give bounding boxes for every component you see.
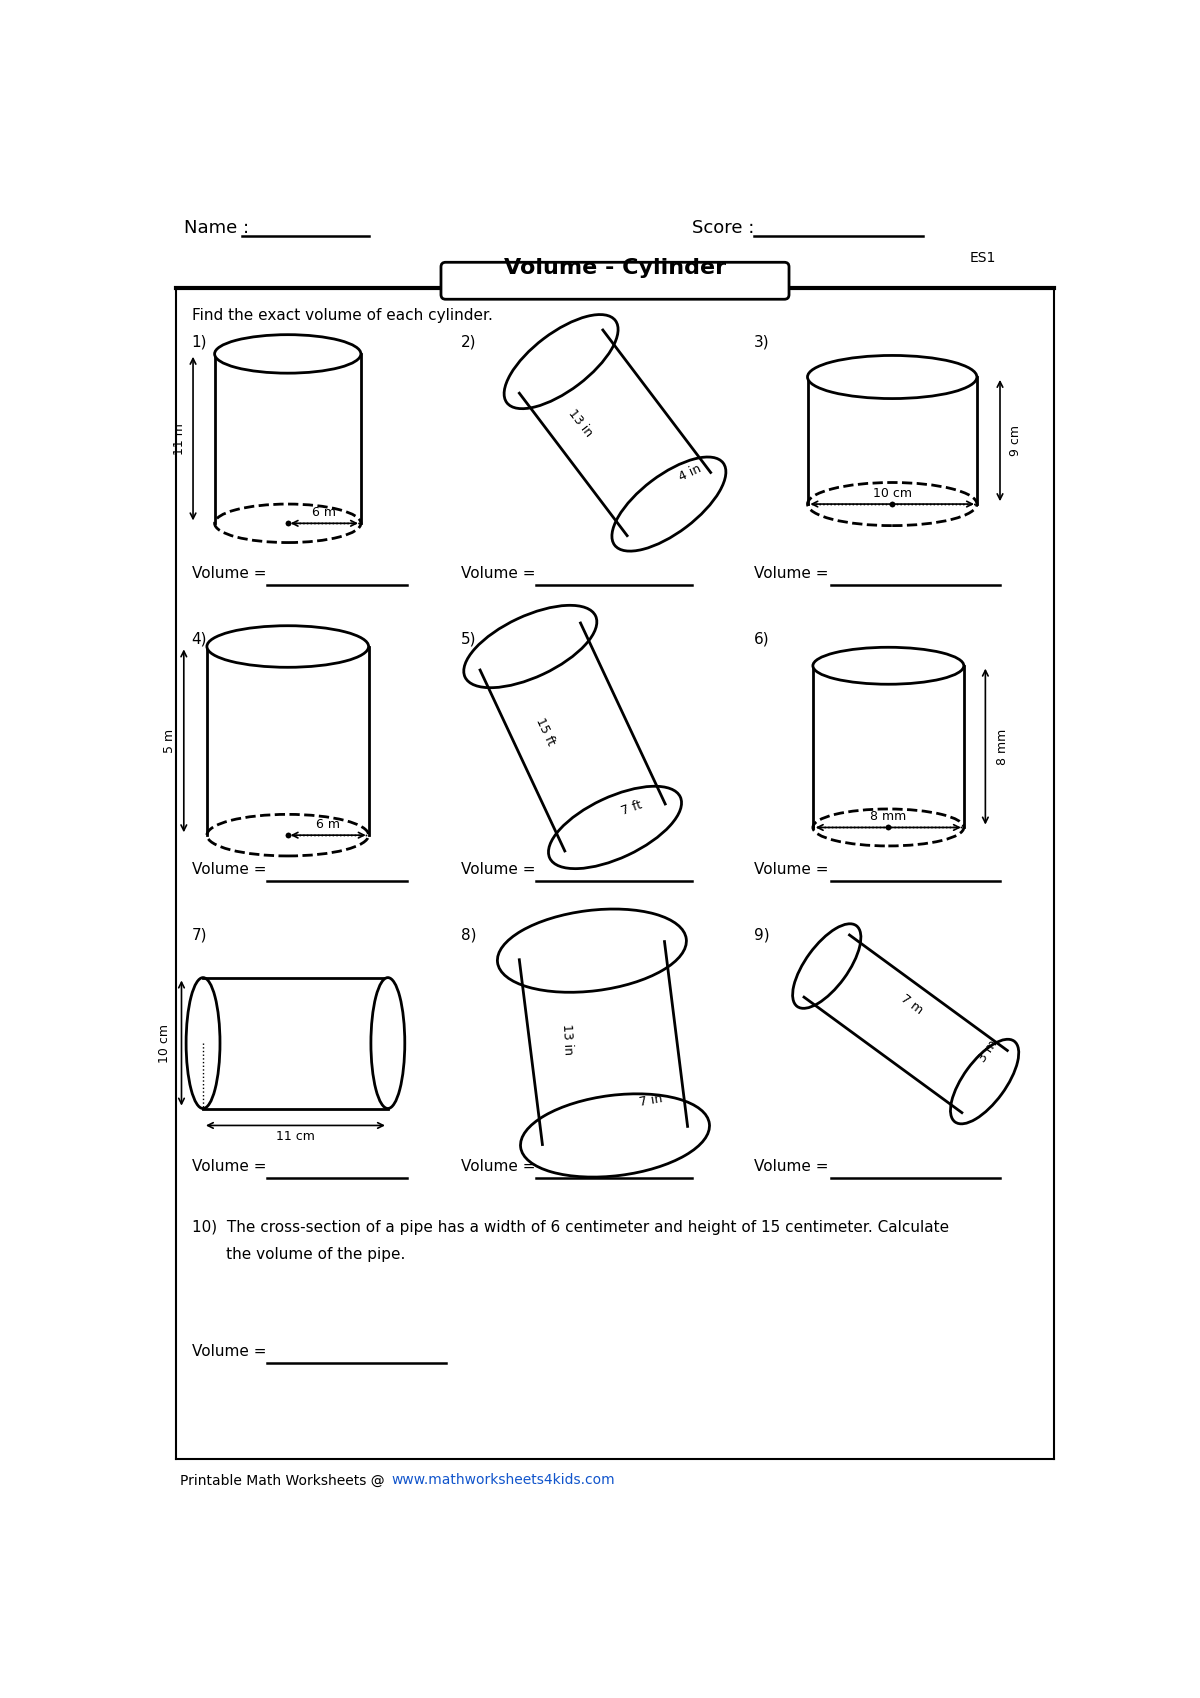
- Text: Volume =: Volume =: [754, 1158, 833, 1173]
- Text: Volume =: Volume =: [192, 863, 271, 878]
- Text: Volume - Cylinder: Volume - Cylinder: [504, 258, 726, 278]
- Text: 10 cm: 10 cm: [872, 487, 912, 499]
- Text: 6): 6): [754, 632, 769, 647]
- Text: 7 in: 7 in: [638, 1092, 664, 1109]
- Text: 7 ft: 7 ft: [619, 798, 644, 818]
- Text: Volume =: Volume =: [754, 565, 833, 581]
- Text: the volume of the pipe.: the volume of the pipe.: [192, 1248, 404, 1262]
- Text: 10)  The cross-section of a pipe has a width of 6 centimeter and height of 15 ce: 10) The cross-section of a pipe has a wi…: [192, 1221, 949, 1236]
- Text: www.mathworksheets4kids.com: www.mathworksheets4kids.com: [391, 1474, 616, 1487]
- Text: 11 cm: 11 cm: [276, 1129, 314, 1143]
- Text: 6 m: 6 m: [316, 818, 340, 830]
- Text: Volume =: Volume =: [754, 863, 833, 878]
- Text: 6 m: 6 m: [312, 506, 336, 520]
- Text: 10 cm: 10 cm: [158, 1024, 172, 1063]
- Text: Volume =: Volume =: [461, 1158, 540, 1173]
- Ellipse shape: [186, 978, 220, 1109]
- Text: Volume =: Volume =: [192, 1158, 271, 1173]
- Text: 7 m: 7 m: [898, 992, 925, 1017]
- Text: Volume =: Volume =: [192, 1343, 271, 1358]
- Text: 7): 7): [192, 927, 208, 942]
- Text: 8): 8): [461, 927, 476, 942]
- Ellipse shape: [206, 627, 368, 667]
- Text: 8 mm: 8 mm: [870, 810, 906, 824]
- Text: 2): 2): [461, 335, 476, 350]
- Text: 1): 1): [192, 335, 208, 350]
- Text: 13 in: 13 in: [560, 1024, 575, 1054]
- Text: 15 ft: 15 ft: [534, 715, 558, 747]
- Text: 3 m: 3 m: [976, 1037, 1000, 1065]
- Text: 4): 4): [192, 632, 208, 647]
- Text: Volume =: Volume =: [192, 565, 271, 581]
- Text: 3): 3): [754, 335, 769, 350]
- Text: 13 in: 13 in: [565, 408, 595, 440]
- Text: 8 mm: 8 mm: [996, 728, 1009, 764]
- Ellipse shape: [215, 335, 361, 374]
- FancyBboxPatch shape: [440, 261, 790, 299]
- Text: 5): 5): [461, 632, 476, 647]
- Ellipse shape: [808, 355, 977, 399]
- Text: 9 cm: 9 cm: [1009, 424, 1022, 457]
- Text: 11 m: 11 m: [173, 423, 186, 455]
- Text: Find the exact volume of each cylinder.: Find the exact volume of each cylinder.: [192, 307, 492, 323]
- Text: Name :: Name :: [184, 219, 248, 238]
- Text: Printable Math Worksheets @: Printable Math Worksheets @: [180, 1474, 389, 1487]
- Text: Volume =: Volume =: [461, 863, 540, 878]
- Text: Score :: Score :: [692, 219, 755, 238]
- Ellipse shape: [812, 647, 964, 684]
- Text: ES1: ES1: [970, 251, 996, 265]
- Text: 4 in: 4 in: [677, 462, 703, 484]
- Ellipse shape: [371, 978, 404, 1109]
- Text: 5 m: 5 m: [163, 728, 176, 752]
- Text: 9): 9): [754, 927, 769, 942]
- Text: Volume =: Volume =: [461, 565, 540, 581]
